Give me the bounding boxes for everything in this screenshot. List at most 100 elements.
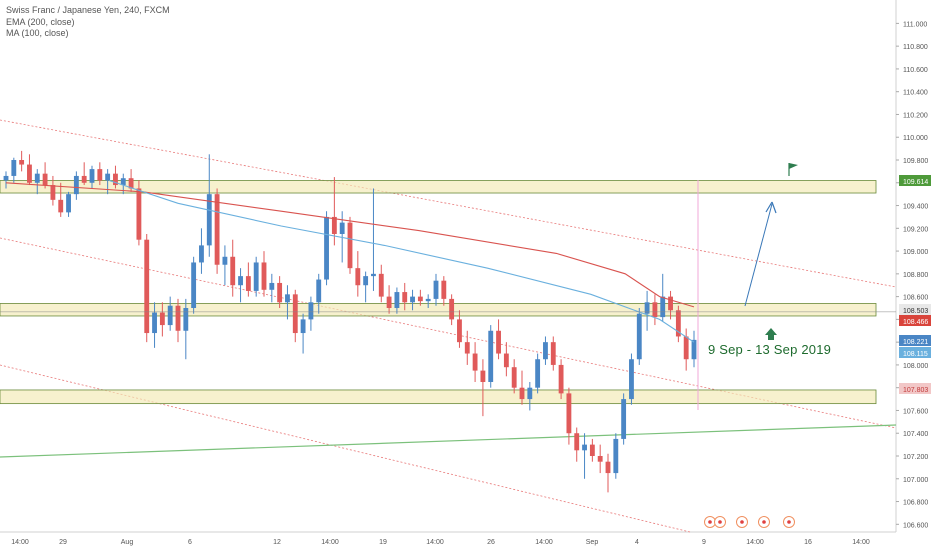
candle-body <box>378 273 384 297</box>
time-tick-label: 26 <box>487 539 495 546</box>
candle-body <box>144 239 150 334</box>
price-tick-label: 107.200 <box>903 454 928 461</box>
candle-body <box>128 178 134 189</box>
time-tick-label: 14:00 <box>321 539 339 546</box>
candle-body <box>644 302 650 314</box>
candle-body <box>675 310 681 337</box>
price-tick-label: 109.000 <box>903 249 928 256</box>
time-tick-label: 12 <box>273 539 281 546</box>
candle-body <box>11 160 17 176</box>
price-zone <box>0 389 877 405</box>
candle-body <box>308 302 314 320</box>
candle-body <box>511 367 517 388</box>
price-label-text: 108.466 <box>903 319 928 326</box>
price-tick-label: 110.800 <box>903 44 928 51</box>
price-tick-label: 107.000 <box>903 477 928 484</box>
candle-body <box>42 173 48 186</box>
candle-body <box>316 279 322 303</box>
candle-body <box>183 308 189 331</box>
event-marker-dot <box>740 520 744 524</box>
candle-body <box>347 222 353 269</box>
candle-body <box>496 330 501 354</box>
price-tick-label: 108.600 <box>903 295 928 302</box>
price-tick-label: 107.600 <box>903 408 928 415</box>
candle-body <box>417 296 423 302</box>
time-tick-label: 14:00 <box>426 539 444 546</box>
event-marker-dot <box>762 520 766 524</box>
candle-body <box>89 169 95 183</box>
candle-body <box>81 175 87 183</box>
event-marker-dot <box>708 520 712 524</box>
candle-body <box>324 216 329 280</box>
candle-body <box>152 312 157 334</box>
channel-line <box>0 237 897 429</box>
candle-body <box>660 296 666 318</box>
candle-body <box>269 282 275 290</box>
candle-body <box>652 302 658 318</box>
event-marker-dot <box>718 520 722 524</box>
projection-arrowhead <box>765 201 777 214</box>
candle-body <box>277 282 283 303</box>
candle-body <box>371 273 376 277</box>
candle-body <box>480 370 486 382</box>
candle-body <box>543 342 548 360</box>
price-tick-label: 109.200 <box>903 226 928 233</box>
candle-body <box>683 336 689 360</box>
candle-body <box>191 262 197 308</box>
time-tick-label: 14:00 <box>746 539 764 546</box>
candle-body <box>410 296 415 303</box>
candle-body <box>613 438 619 474</box>
candle-body <box>230 256 236 286</box>
time-tick-label: 14:00 <box>852 539 870 546</box>
price-label-text: 107.803 <box>903 387 928 394</box>
ma-100-line <box>109 179 695 343</box>
candle-body <box>386 296 392 308</box>
candle-body <box>605 461 611 474</box>
candle-body <box>425 298 431 302</box>
price-label-box <box>899 315 931 326</box>
candle-body <box>574 433 580 451</box>
candle-body <box>73 175 79 195</box>
price-tick-label: 109.400 <box>903 204 928 211</box>
time-tick-label: Aug <box>121 539 134 546</box>
price-tick-label: 108.000 <box>903 363 928 370</box>
price-tick-label: 110.400 <box>903 90 928 97</box>
price-label-box <box>899 335 931 346</box>
candle-body <box>175 305 181 331</box>
ma-indicator-label: MA (100, close) <box>6 28 69 38</box>
candle-body <box>339 222 345 234</box>
candle-body <box>214 194 220 265</box>
candle-body <box>206 194 212 246</box>
candle-body <box>457 319 462 343</box>
candle-body <box>621 399 627 439</box>
price-tick-label: 110.600 <box>903 67 928 74</box>
price-tick-label: 108.800 <box>903 272 928 279</box>
candle-body <box>285 294 290 303</box>
candle-body <box>527 387 533 400</box>
candle-body <box>668 296 673 311</box>
candle-body <box>50 185 56 200</box>
candle-body <box>245 276 251 291</box>
price-label-text: 108.221 <box>903 339 928 346</box>
price-label-box <box>899 304 931 315</box>
price-label-text: 108.115 <box>903 351 928 358</box>
candle-body <box>691 339 697 360</box>
chart-title: Swiss Franc / Japanese Yen, 240, FXCM <box>6 5 170 15</box>
price-label-text: 109.614 <box>903 179 928 186</box>
candle-body <box>136 188 142 240</box>
candle-body <box>3 175 9 181</box>
candle-body <box>394 292 400 308</box>
candle-body <box>535 359 541 388</box>
candle-body <box>97 169 103 181</box>
candle-body <box>597 456 603 462</box>
candle-body <box>300 319 306 334</box>
price-tick-label: 107.400 <box>903 431 928 438</box>
candle-body <box>120 178 126 186</box>
candle-body <box>566 393 572 434</box>
price-label-box <box>899 383 931 394</box>
ema-indicator-label: EMA (200, close) <box>6 16 75 27</box>
time-tick-label: 9 <box>702 539 706 546</box>
